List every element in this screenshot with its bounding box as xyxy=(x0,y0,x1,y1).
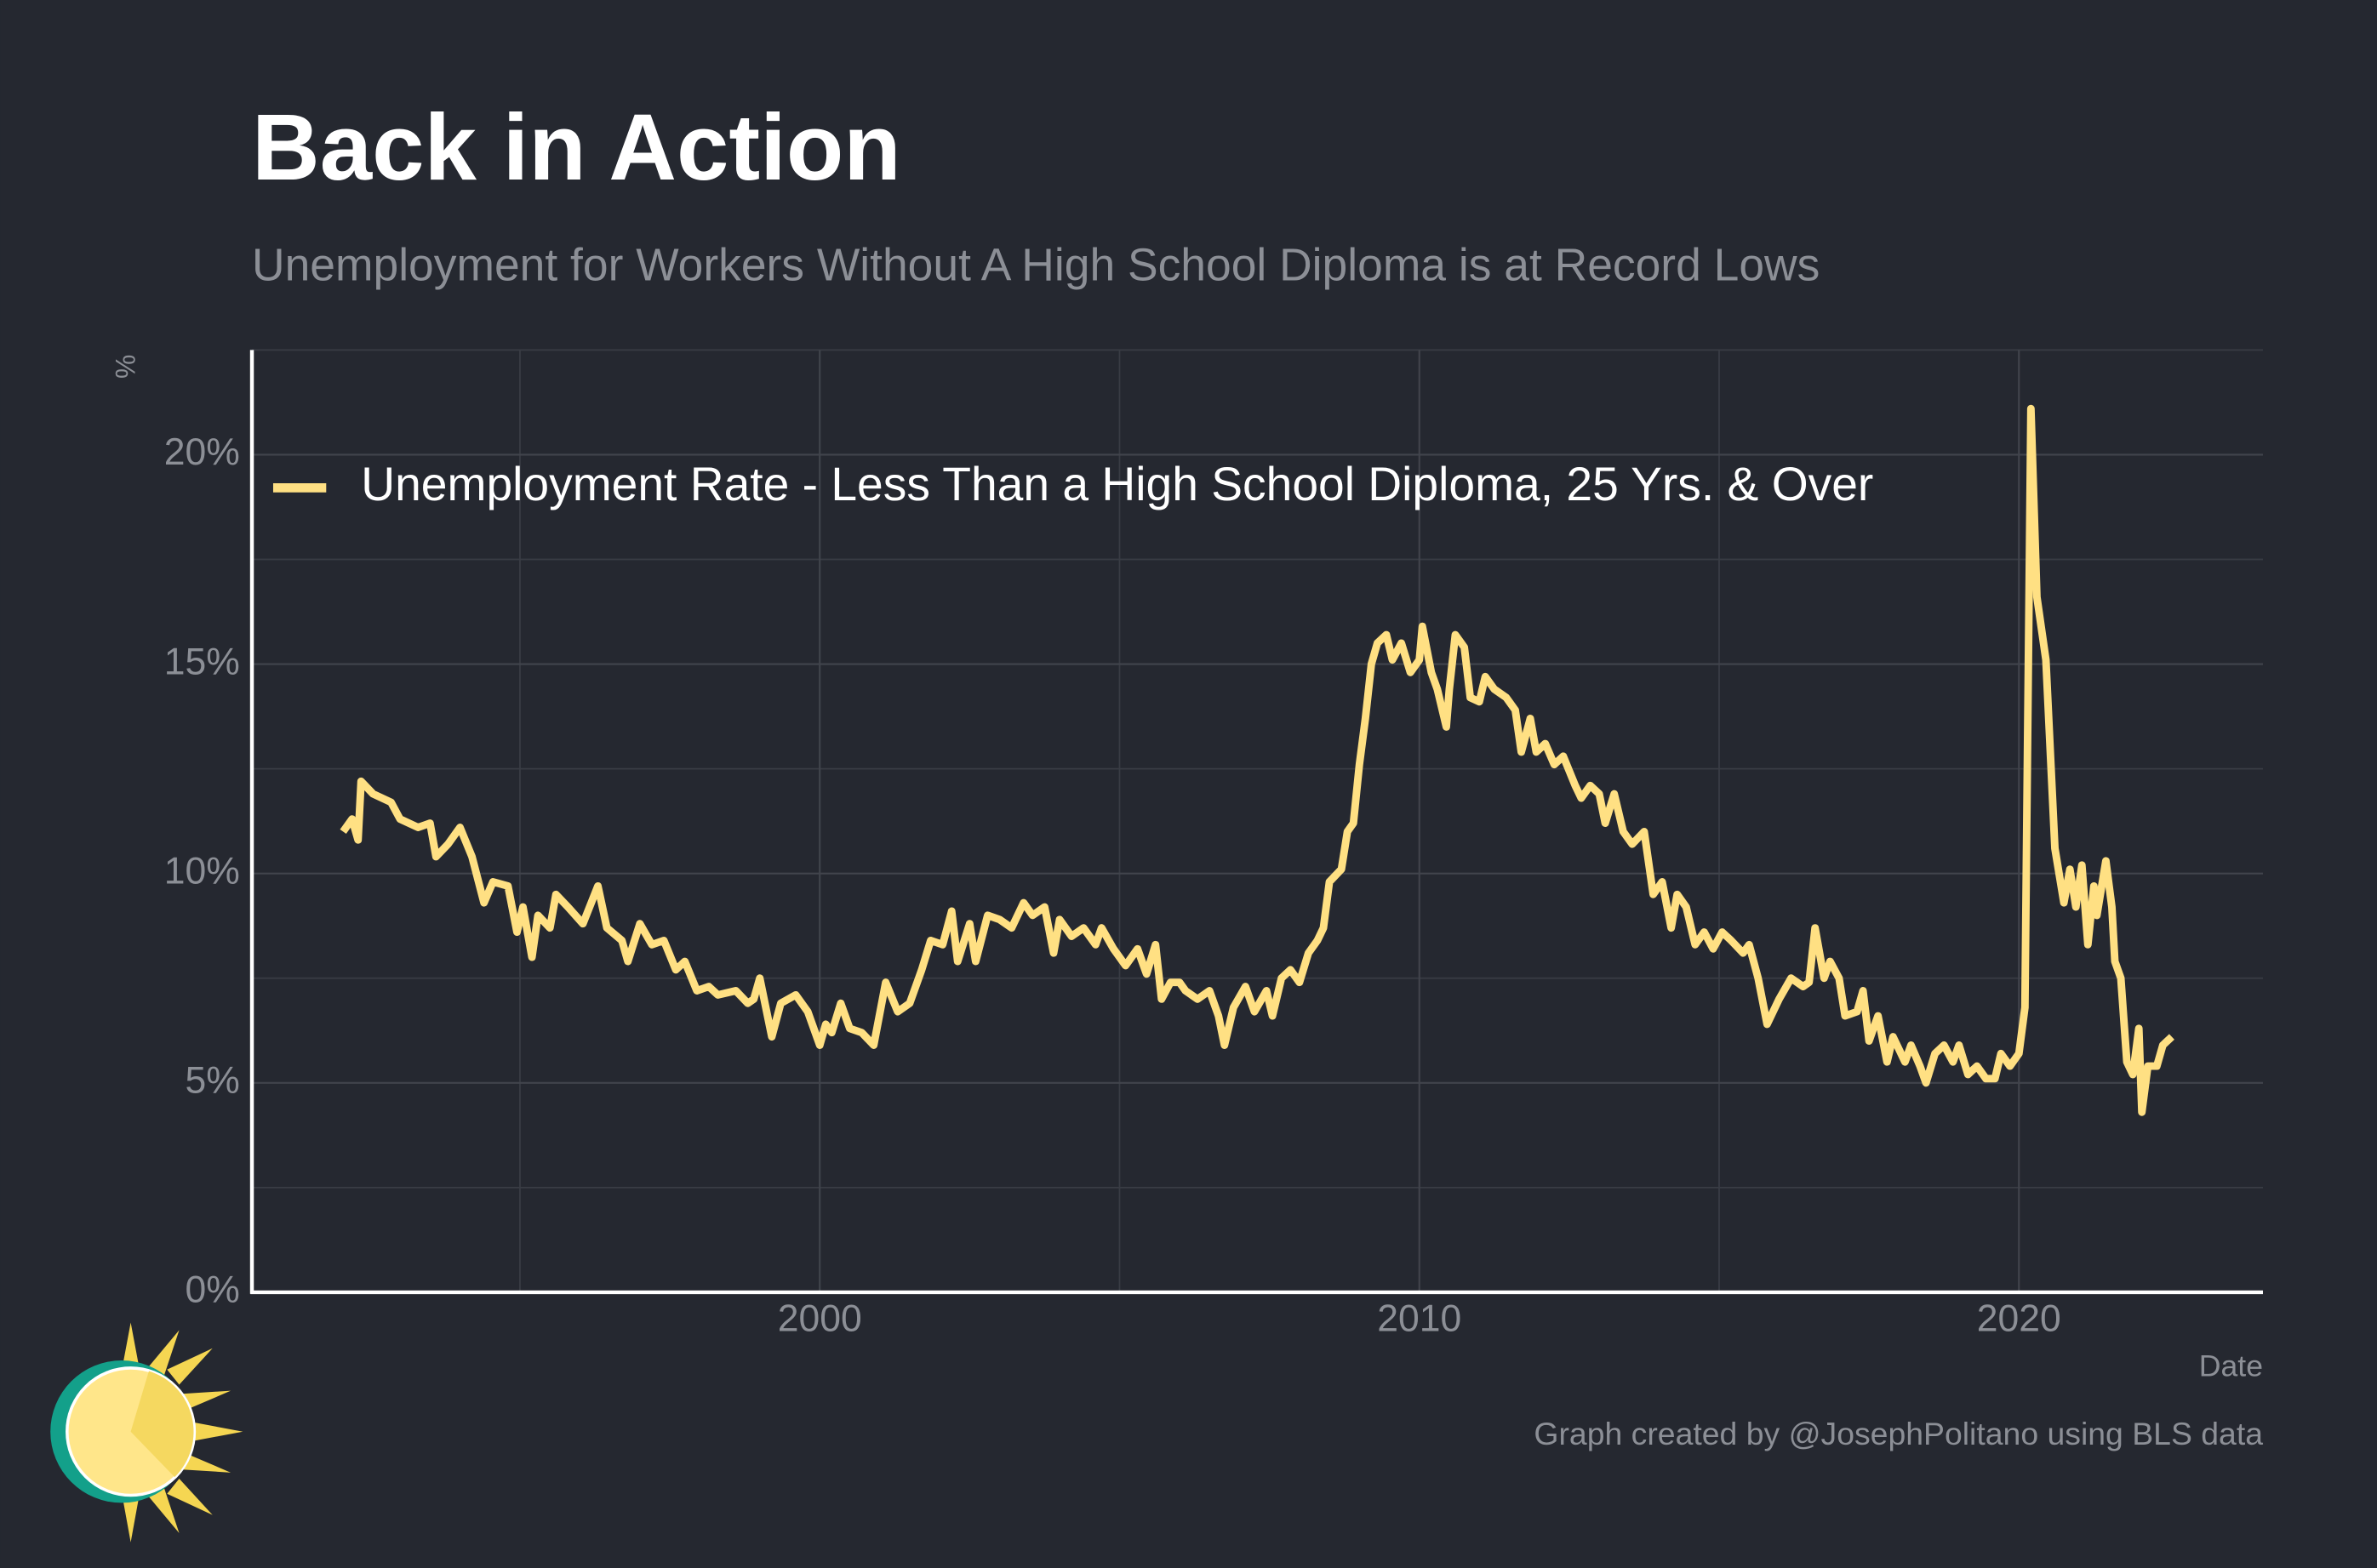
y-axis-label: % xyxy=(110,355,140,379)
chart-subtitle: Unemployment for Workers Without A High … xyxy=(252,240,1820,290)
legend-label: Unemployment Rate - Less Than a High Sch… xyxy=(361,458,1873,510)
x-tick-label: 2020 xyxy=(1977,1297,2061,1339)
x-axis-label: Date xyxy=(2199,1348,2263,1383)
chart-title: Back in Action xyxy=(252,95,901,200)
plot-area: Unemployment Rate - Less Than a High Sch… xyxy=(249,350,2263,1295)
data-line xyxy=(340,404,2174,1116)
x-tick-label: 2010 xyxy=(1377,1297,1461,1339)
y-tick-label: 15% xyxy=(164,641,240,682)
y-tick-label: 10% xyxy=(164,850,240,892)
caption: Graph created by @JosephPolitano using B… xyxy=(1534,1416,2263,1451)
y-tick-label: 0% xyxy=(185,1269,239,1311)
y-tick-label: 20% xyxy=(164,431,240,473)
logo xyxy=(50,1322,243,1542)
x-tick-label: 2000 xyxy=(778,1297,862,1339)
y-tick-label: 5% xyxy=(185,1060,239,1102)
